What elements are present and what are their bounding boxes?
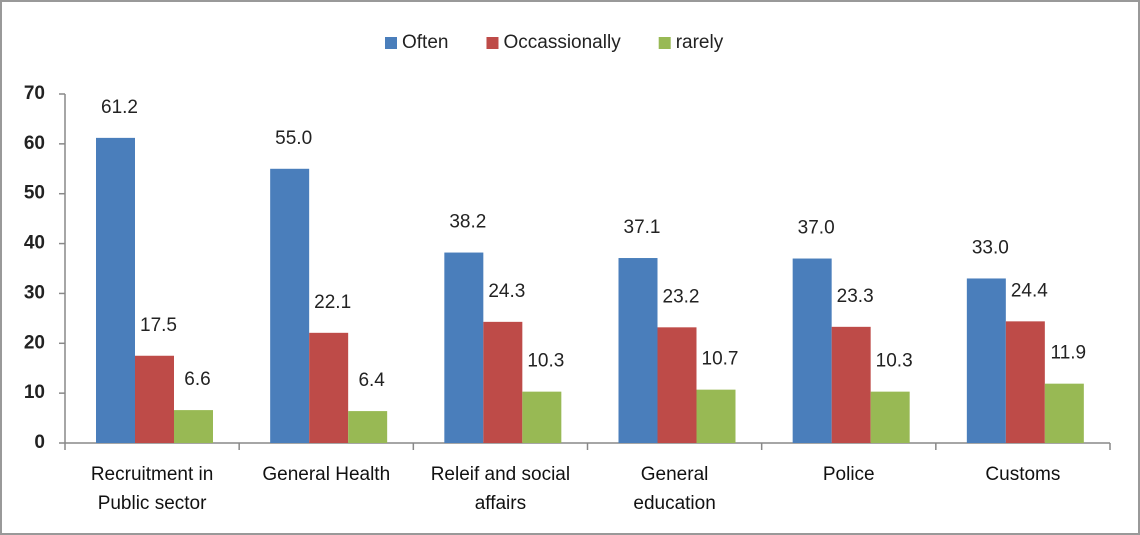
data-label: 24.4 [1011,280,1048,301]
data-label: 23.3 [837,286,874,307]
bar [270,168,310,444]
x-tick-label: Police [822,464,875,485]
y-tick-label: 50 [24,183,45,204]
bar [309,332,349,443]
y-tick-label: 0 [34,432,45,453]
bar [174,410,213,443]
y-tick-label: 20 [24,332,45,353]
legend-label: Occassionally [503,32,621,53]
y-tick-label: 60 [24,133,45,154]
y-tick-label: 40 [24,233,45,254]
legend-swatch [385,37,397,49]
legend-label: Often [402,32,448,53]
y-tick-label: 30 [24,282,45,303]
legend-swatch [658,37,671,49]
y-tick-label: 70 [24,83,45,104]
data-label: 23.2 [663,286,700,307]
data-label: 61.2 [101,97,138,118]
bar [522,391,562,443]
bar [696,389,736,443]
bar [657,327,697,443]
x-tick-label: General Health [262,464,391,485]
bar [96,137,135,444]
data-label: 24.3 [488,281,525,302]
data-label: 38.2 [449,212,486,233]
data-label: 33.0 [972,237,1009,258]
data-label: 10.3 [527,351,564,372]
x-tick-label: Releif and social affairs [430,464,571,514]
x-tick-label: General education [633,464,716,514]
data-label: 37.0 [798,218,835,239]
x-tick-label: Customs [985,464,1061,485]
bar [966,278,1006,443]
data-label: 37.1 [624,217,661,238]
bar [1005,321,1045,443]
bar [348,411,388,443]
legend-swatch [486,37,499,49]
data-label: 22.1 [314,292,351,313]
x-tick-label: Recruitment in Public sector [90,464,214,514]
bar [135,355,174,443]
bar [483,321,523,443]
legend-label: rarely [676,32,724,53]
bar [618,258,658,443]
data-label: 17.5 [140,315,177,336]
data-label: 10.7 [702,349,739,370]
bar [792,258,832,443]
bar [870,391,910,443]
data-label: 55.0 [275,128,312,149]
bar [444,252,484,443]
y-tick-label: 10 [24,382,45,403]
data-label: 11.9 [1051,343,1087,364]
data-label: 6.4 [358,370,385,391]
data-label: 6.6 [184,369,210,390]
bar [1044,383,1084,443]
bar [831,326,871,443]
data-label: 10.3 [876,351,913,372]
